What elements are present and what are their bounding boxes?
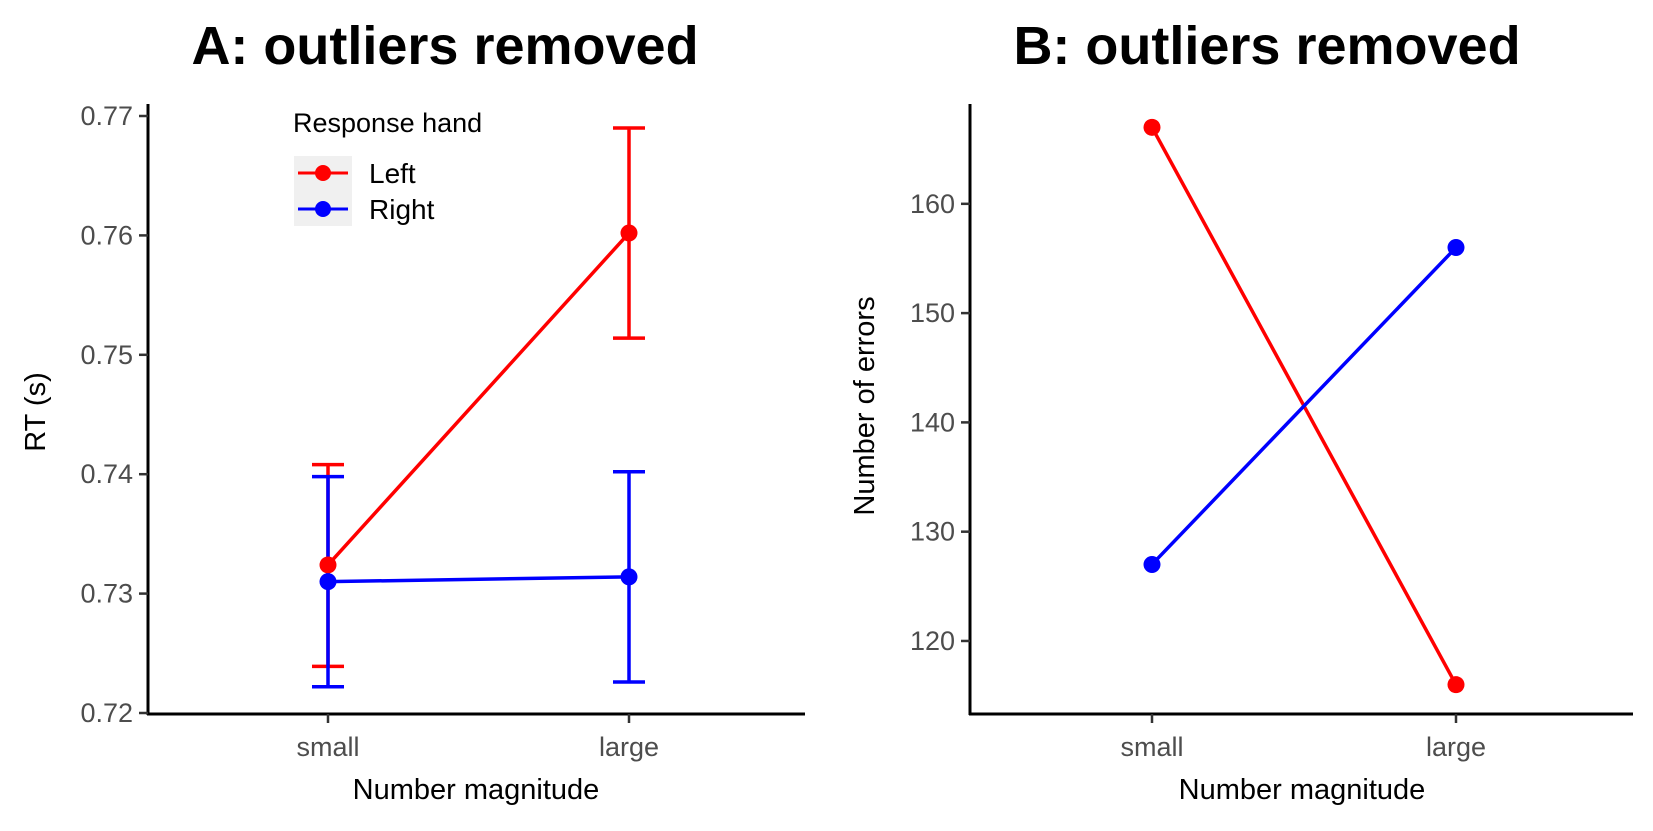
legend-title: Response hand	[293, 108, 482, 138]
panel-b-y-tick-label: 150	[910, 298, 955, 328]
panel-a-title: A: outliers removed	[191, 16, 698, 76]
panel-a-point-right	[620, 568, 638, 586]
legend: Response hand Left Right	[293, 108, 482, 226]
panel-a-y-tick-label: 0.73	[80, 579, 133, 609]
legend-label-right: Right	[369, 194, 435, 225]
panel-a-series	[312, 126, 645, 689]
panel-a-y-tick-label: 0.76	[80, 220, 133, 250]
panel-a-x-tick-label: small	[296, 732, 359, 762]
panel-a-point-left	[620, 224, 638, 242]
panel-a-y-ticks: 0.72 0.73 0.74 0.75 0.76 0.77	[80, 101, 148, 728]
panel-a-y-tick-label: 0.72	[80, 698, 133, 728]
panel-b-point-left	[1143, 118, 1161, 136]
panel-a-x-tick-label: large	[599, 732, 659, 762]
panel-a-y-tick-label: 0.75	[80, 340, 133, 370]
panel-a-series-line-right	[327, 575, 630, 584]
panel-a-series-line-left	[326, 231, 631, 567]
legend-label-left: Left	[369, 158, 416, 189]
panel-b-title: B: outliers removed	[1013, 16, 1520, 76]
panel-b-point-right	[1447, 239, 1465, 257]
panel-b-series	[1143, 118, 1465, 694]
panel-a-point-right	[319, 573, 337, 591]
panel-a-x-axis-label: Number magnitude	[353, 774, 600, 806]
panel-a-y-tick-label: 0.77	[80, 101, 133, 131]
panel-b-series-line-right	[1150, 246, 1458, 566]
panel-b-point-right	[1143, 555, 1161, 573]
panel-a-y-tick-label: 0.74	[80, 459, 133, 489]
legend-key-left-point	[315, 165, 331, 181]
panel-b-y-tick-label: 140	[910, 407, 955, 437]
panel-b-y-tick-label: 120	[910, 626, 955, 656]
panel-b-x-tick-label: large	[1426, 732, 1486, 762]
panel-b-y-tick-label: 160	[910, 189, 955, 219]
panel-a-point-left	[319, 556, 337, 574]
panel-b-x-axis-label: Number magnitude	[1179, 774, 1426, 806]
panel-b: B: outliers removed Number magnitude Num…	[849, 16, 1633, 806]
panel-b-x-ticks: small large	[1120, 714, 1486, 762]
panel-a: A: outliers removed Number magnitude RT …	[20, 16, 805, 806]
panel-b-y-axis-label: Number of errors	[849, 296, 881, 515]
panel-a-y-axis-label: RT (s)	[20, 372, 52, 451]
panel-b-y-tick-label: 130	[910, 517, 955, 547]
panel-b-point-left	[1447, 676, 1465, 694]
panel-b-y-ticks: 120 130 140 150 160	[910, 189, 970, 656]
panel-b-x-tick-label: small	[1120, 732, 1183, 762]
legend-key-right-point	[315, 201, 331, 217]
panel-a-x-ticks: small large	[296, 714, 659, 762]
